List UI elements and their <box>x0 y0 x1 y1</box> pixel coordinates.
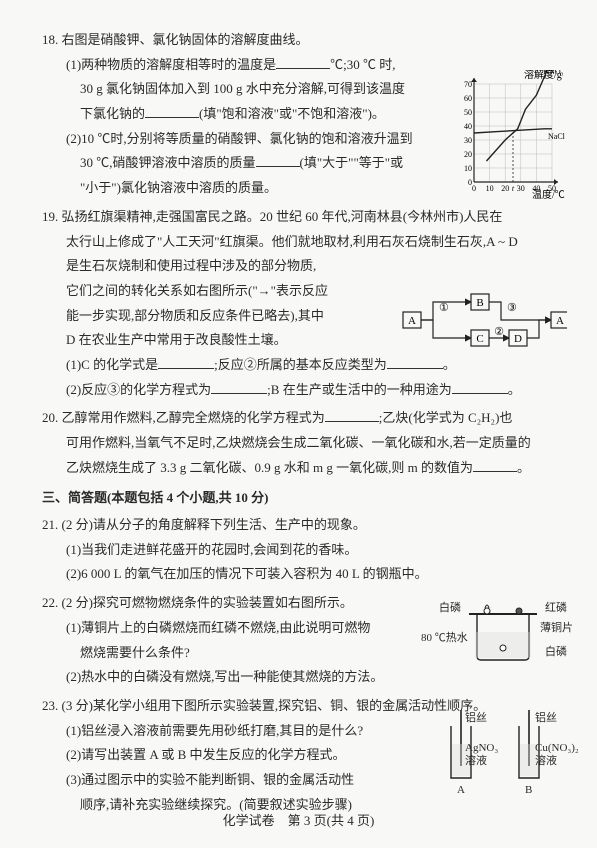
question-20: 20. 乙醇常用作燃料,乙醇完全燃烧的化学方程式为 ;乙炔(化学式为 C₂H₂)也… <box>42 406 565 480</box>
q22-num: 22. <box>42 595 58 610</box>
combustion-diagram: 白磷 红磷 薄铜片 80 ℃热水 白磷 <box>439 594 567 662</box>
blank <box>211 381 267 394</box>
q20-l2: 可用作燃料,当氧气不足时,乙炔燃烧会生成二氧化碳、一氧化碳和水,若一定质量的 <box>42 431 565 456</box>
svg-text:A: A <box>556 315 564 327</box>
q19-p1c: 。 <box>443 357 456 372</box>
label-al1: 铝丝 <box>465 708 487 729</box>
q18-stem: 右图是硝酸钾、氯化钠固体的溶解度曲线。 <box>62 32 309 47</box>
solubility-chart: 溶解度/g 01020304050607001020304050tKNO₃NaC… <box>452 70 567 200</box>
svg-text:KNO₃: KNO₃ <box>543 70 563 76</box>
svg-text:10: 10 <box>464 164 472 173</box>
q19-p2c: 。 <box>508 382 521 397</box>
q22-p1a: (1)薄铜片上的白磷燃烧而红磷不燃烧,由此说明可燃物 <box>42 616 420 641</box>
blank <box>276 56 330 69</box>
q22-p2: (2)热水中的白磷没有燃烧,写出一种能使其燃烧的方法。 <box>42 665 565 690</box>
blank <box>145 105 199 118</box>
q20-l3b: 。 <box>517 460 530 475</box>
svg-text:30: 30 <box>517 184 525 193</box>
q19-l4: 它们之间的转化关系如右图所示("→"表示反应 <box>42 279 382 304</box>
q18-p1b: ℃;30 ℃ 时, <box>330 57 395 72</box>
flow-diagram: ① ③② A B C D A <box>399 290 567 352</box>
q21-p1: (1)当我们走进鲜花盛开的花园时,会闻到花的香味。 <box>42 538 565 563</box>
svg-text:NaCl: NaCl <box>548 132 566 141</box>
metal-activity-diagram: 铝丝 铝丝 AgNO₃ 溶液 Cu(NO₃)₂ 溶液 A B <box>431 708 571 814</box>
q19-l2: 太行山上修成了"人工天河"红旗渠。他们就地取材,利用石灰石烧制生石灰,A ~ D <box>42 230 565 255</box>
q19-p1b: ;反应②所属的基本反应类型为 <box>214 357 387 372</box>
svg-text:20: 20 <box>464 150 472 159</box>
svg-text:40: 40 <box>464 122 472 131</box>
label-sol1: AgNO₃ 溶液 <box>465 742 498 768</box>
svg-text:70: 70 <box>464 80 472 89</box>
q18-num: 18. <box>42 32 58 47</box>
label-sol2: Cu(NO₃)₂ 溶液 <box>535 742 579 768</box>
q19-l5: 能一步实现,部分物质和反应条件已略去),其中 <box>42 304 382 329</box>
blank <box>452 381 508 394</box>
q19-p1a: (1)C 的化学式是 <box>66 357 158 372</box>
q21-p2: (2)6 000 L 的氧气在加压的情况下可装入容积为 40 L 的钢瓶中。 <box>42 562 565 587</box>
svg-text:A: A <box>408 315 416 327</box>
q20-l3a: 乙炔燃烧生成了 3.3 g 二氧化碳、0.9 g 水和 m g 一氧化碳,则 m… <box>66 460 473 475</box>
q19-p2a: (2)反应③的化学方程式为 <box>66 382 211 397</box>
q18-p1c: 30 g 氯化钠固体加入到 100 g 水中充分溶解,可得到该温度 <box>42 77 416 102</box>
svg-text:①: ① <box>439 302 449 314</box>
label-B: B <box>525 780 532 801</box>
svg-text:10: 10 <box>486 184 494 193</box>
label-water: 80 ℃热水 <box>421 628 468 649</box>
chart-xlabel: 温度/℃ <box>532 188 565 200</box>
label-baiphos-in: 白磷 <box>545 642 567 663</box>
q22-p1b: 燃烧需要什么条件? <box>42 641 420 666</box>
q19-l1: 弘扬红旗渠精神,走强国富民之路。20 世纪 60 年代,河南林县(今林州市)人民… <box>62 209 503 224</box>
q18-p2d: "小于")氯化钠溶液中溶质的质量。 <box>42 176 416 201</box>
q18-p1a: (1)两种物质的溶解度相等时的温度是 <box>66 57 276 72</box>
q22-stem: (2 分)探究可燃物燃烧条件的实验装置如右图所示。 <box>62 595 353 610</box>
blank <box>473 459 517 472</box>
q20-num: 20. <box>42 410 58 425</box>
svg-text:60: 60 <box>464 94 472 103</box>
q23-p2: (2)请写出装置 A 或 B 中发生反应的化学方程式。 <box>42 743 422 768</box>
q18-p1d: 下氯化钠的 <box>80 106 145 121</box>
blank <box>325 409 379 422</box>
svg-text:B: B <box>476 297 483 309</box>
svg-text:t: t <box>512 184 515 193</box>
blank <box>387 356 443 369</box>
label-hongphos: 红磷 <box>545 598 567 619</box>
svg-text:C: C <box>476 333 483 345</box>
q21-num: 21. <box>42 517 58 532</box>
svg-text:50: 50 <box>464 108 472 117</box>
q18-p1e: (填"饱和溶液"或"不饱和溶液")。 <box>199 106 385 121</box>
label-copper: 薄铜片 <box>540 618 573 639</box>
q20-l1b: ;乙炔(化学式为 C₂H₂)也 <box>379 410 513 425</box>
label-A: A <box>457 780 465 801</box>
question-21: 21. (2 分)请从分子的角度解释下列生活、生产中的现象。 (1)当我们走进鲜… <box>42 513 565 587</box>
svg-text:③: ③ <box>507 302 517 314</box>
q23-stem: (3 分)某化学小组用下图所示实验装置,探究铝、铜、银的金属活动性顺序。 <box>62 698 487 713</box>
q23-p3a: (3)通过图示中的实验不能判断铜、银的金属活动性 <box>42 768 422 793</box>
label-baiphos: 白磷 <box>439 598 461 619</box>
q20-l1a: 乙醇常用作燃料,乙醇完全燃烧的化学方程式为 <box>62 410 325 425</box>
svg-text:30: 30 <box>464 136 472 145</box>
q19-p2b: ;B 在生产或生活中的一种用途为 <box>267 382 452 397</box>
q19-num: 19. <box>42 209 58 224</box>
q18-p2b: 30 ℃,硝酸钾溶液中溶质的质量 <box>80 155 256 170</box>
svg-text:0: 0 <box>472 184 476 193</box>
q18-p2a: (2)10 ℃时,分别将等质量的硝酸钾、氯化钠的饱和溶液升温到 <box>42 127 416 152</box>
section-3-title: 三、简答题(本题包括 4 个小题,共 10 分) <box>42 486 565 511</box>
q19-l3: 是生石灰烧制和使用过程中涉及的部分物质, <box>42 254 382 279</box>
svg-text:20: 20 <box>501 184 509 193</box>
blank <box>256 154 300 167</box>
blank <box>158 356 214 369</box>
svg-text:D: D <box>514 333 522 345</box>
q21-stem: (2 分)请从分子的角度解释下列生活、生产中的现象。 <box>62 517 366 532</box>
svg-text:②: ② <box>494 326 504 338</box>
label-al2: 铝丝 <box>535 708 557 729</box>
q23-p1: (1)铝丝浸入溶液前需要先用砂纸打磨,其目的是什么? <box>42 719 422 744</box>
q23-num: 23. <box>42 698 58 713</box>
q18-p2c: (填"大于""等于"或 <box>300 155 404 170</box>
